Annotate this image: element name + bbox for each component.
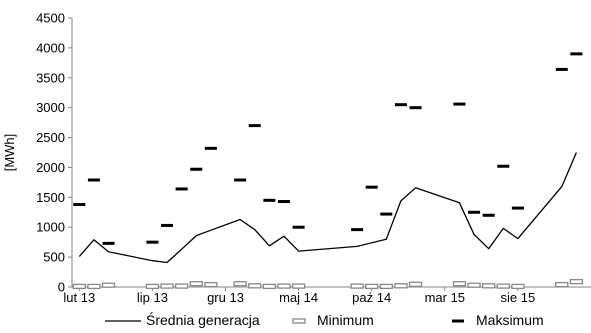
minimum-marker <box>233 281 247 287</box>
minimum-marker <box>72 283 86 290</box>
maximum-marker <box>555 67 568 71</box>
y-tick-label: 4000 <box>36 40 65 55</box>
maximum-marker <box>161 223 174 227</box>
x-tick-label: maj 14 <box>279 290 318 305</box>
maximum-marker <box>409 106 422 110</box>
minimum-marker <box>160 283 174 289</box>
maximum-marker <box>87 178 100 182</box>
legend-dash-swatch <box>452 319 464 323</box>
minimum-marker <box>555 281 569 288</box>
maximum-marker <box>73 203 86 207</box>
y-tick-label: 4500 <box>36 11 65 26</box>
minimum-marker <box>350 283 364 289</box>
y-axis-label: [MWh] <box>2 134 17 172</box>
maximum-marker <box>482 213 495 217</box>
minimum-marker <box>467 282 481 288</box>
series-line <box>78 152 577 264</box>
minimum-marker <box>365 283 379 290</box>
minimum-marker <box>569 278 584 285</box>
maximum-marker <box>365 185 378 189</box>
minimum-marker <box>379 283 393 290</box>
maximum-marker <box>190 167 203 171</box>
maximum-marker <box>277 200 290 204</box>
x-tick-label: paź 14 <box>352 290 391 305</box>
x-tick-label: sie 15 <box>501 290 536 305</box>
y-tick-label: 1500 <box>36 190 65 205</box>
maximum-marker <box>204 146 217 150</box>
minimum-marker <box>277 283 291 289</box>
maximum-marker <box>380 212 393 216</box>
minimum-marker <box>408 281 423 287</box>
maximum-marker <box>511 206 524 210</box>
maximum-marker <box>570 52 583 56</box>
minimum-marker <box>496 283 510 289</box>
maximum-marker <box>263 198 276 202</box>
minimum-marker <box>145 283 160 290</box>
minimum-marker <box>511 283 525 290</box>
y-tick-label: 500 <box>43 250 65 265</box>
minimum-marker <box>291 283 306 289</box>
minimum-marker <box>482 283 496 289</box>
maximum-marker <box>351 228 364 232</box>
legend-label: Średnia generacja <box>146 311 260 328</box>
y-tick-label: 2500 <box>36 130 65 145</box>
maximum-marker <box>292 225 305 229</box>
minimum-marker <box>452 281 467 287</box>
maximum-marker <box>497 164 510 168</box>
legend-label: Minimum <box>317 312 374 328</box>
minimum-marker <box>174 283 189 289</box>
maximum-marker <box>175 187 188 191</box>
maximum-marker <box>453 102 466 106</box>
x-tick-label: lip 13 <box>137 290 168 305</box>
y-axis: 0 500 1000 1500 2000 2500 3000 3500 4000 4500 <box>36 11 73 295</box>
minimum-marker <box>262 283 277 290</box>
minimum-marker <box>248 283 262 289</box>
x-tick-label: mar 15 <box>425 290 465 305</box>
minimum-marker <box>189 281 203 287</box>
legend: Średnia generacja Minimum Maksimum <box>105 311 544 328</box>
y-tick-label: 3500 <box>36 70 65 85</box>
maximum-marker <box>468 210 481 214</box>
minimum-marker <box>101 282 116 288</box>
minimum-marker <box>87 283 101 290</box>
minimum-marker <box>394 283 408 289</box>
maximum-marker <box>102 241 115 245</box>
x-tick-label: lut 13 <box>63 290 95 305</box>
maximum-marker <box>146 240 159 244</box>
maximum-marker <box>394 103 407 107</box>
legend-label: Maksimum <box>476 312 544 328</box>
x-axis: lut 13 lip 13 gru 13 maj 14 paź 14 mar 15 sie … <box>63 286 591 305</box>
legend-box-swatch <box>292 318 306 324</box>
maximum-marker <box>248 124 261 128</box>
minimum-marker <box>204 281 218 288</box>
y-tick-label: 0 <box>58 280 65 295</box>
y-tick-label: 1000 <box>36 220 65 235</box>
x-tick-label: gru 13 <box>207 290 244 305</box>
maximum-marker <box>234 178 247 182</box>
y-tick-label: 2000 <box>36 160 65 175</box>
plot-area <box>72 52 584 290</box>
y-tick-label: 3000 <box>36 100 65 115</box>
